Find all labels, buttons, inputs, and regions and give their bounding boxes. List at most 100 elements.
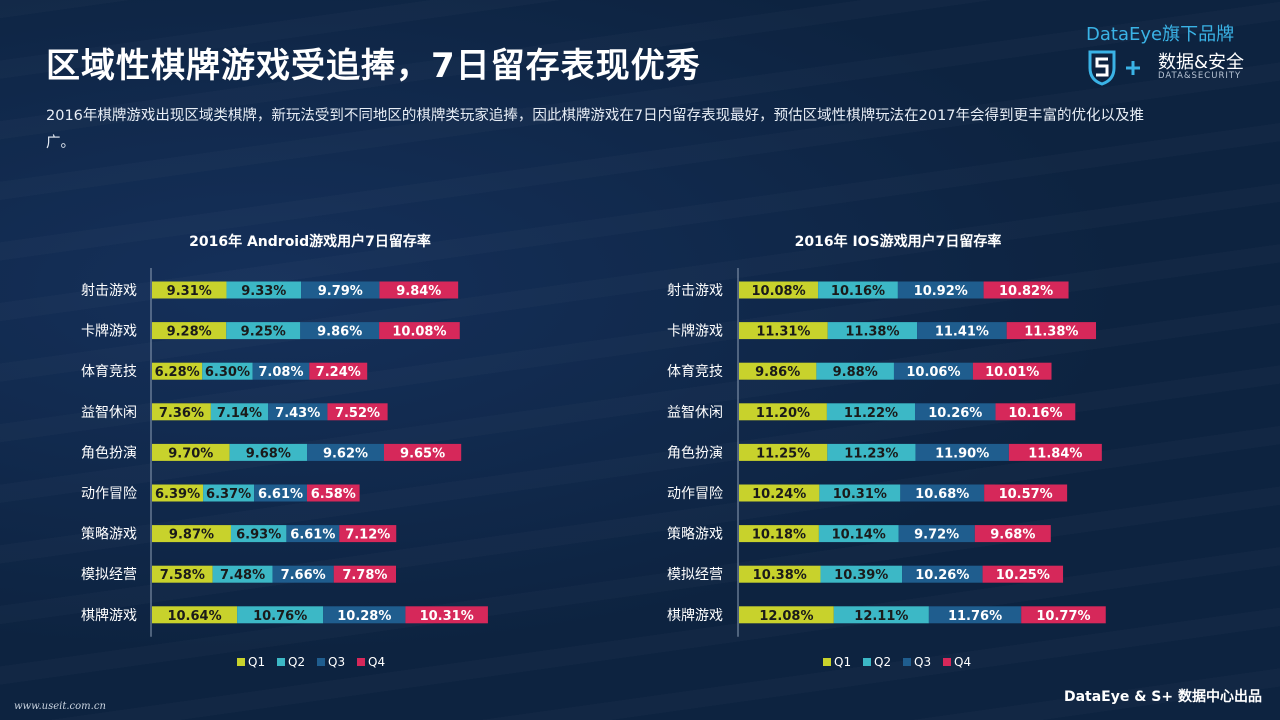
bar-value-label: 9.87% [169,528,214,543]
bar-value-label: 6.30% [205,365,250,380]
bar-value-label: 6.61% [290,528,335,543]
legend-label: Q3 [914,655,931,669]
brand-logo: DataEye旗下品牌 数据&安全 DATA&SECURITY [1080,18,1270,88]
legend-swatch-q1 [823,658,831,666]
bar-value-label: 10.01% [985,365,1039,380]
bar-value-label: 6.93% [236,528,281,543]
bar-value-label: 9.68% [246,446,291,461]
bar-segment-q3 [254,484,307,502]
bar-value-label: 10.25% [996,568,1050,583]
bar-segment-q1 [152,606,238,624]
bar-value-label: 9.70% [168,446,213,461]
bar-value-label: 10.06% [906,365,960,380]
page-description: 2016年棋牌游戏出现区域类棋牌，新玩法受到不同地区的棋牌类玩家追捧，因此棋牌游… [46,108,1145,151]
bar-segment-q3 [323,606,406,624]
bar-segment-q4 [1008,443,1102,461]
bar-segment-q1 [152,362,203,380]
bar-value-label: 11.76% [948,609,1002,624]
bar-value-label: 6.39% [155,487,200,502]
bar-segment-q4 [983,281,1069,299]
bar-value-label: 10.16% [831,284,885,299]
bar-segment-q4 [972,362,1052,380]
bar-segment-q2 [229,443,308,461]
bar-segment-q2 [827,322,918,340]
bar-value-label: 10.68% [915,487,969,502]
bar-value-label: 11.22% [844,406,898,421]
bar-value-label: 7.48% [220,568,265,583]
category-label: 射击游戏 [81,283,137,299]
bar-segment-q3 [917,322,1007,340]
chart-title: 2016年 Android游戏用户7日留存率 [189,233,431,250]
bar-value-label: 10.31% [420,609,474,624]
bar-segment-q2 [202,362,253,380]
bar-value-label: 7.24% [316,365,361,380]
bar-segment-q2 [237,606,324,624]
legend-label: Q3 [328,655,345,669]
category-label: 体育竞技 [667,363,723,380]
bar-segment-q3 [272,565,334,583]
bar-segment-q1 [739,484,820,502]
bar-value-label: 11.23% [844,446,898,461]
bar-segment-q1 [739,322,828,340]
bar-segment-q3 [915,443,1009,461]
bar-segment-q1 [739,403,827,421]
bar-segment-q4 [1006,322,1097,340]
bar-segment-q4 [339,525,397,543]
bar-value-label: 7.66% [281,568,326,583]
bar-segment-q2 [818,281,898,299]
category-label: 动作冒险 [81,486,137,502]
bar-segment-q3 [902,565,983,583]
bar-value-label: 7.58% [160,568,205,583]
bar-segment-q4 [995,403,1076,421]
bar-value-label: 10.28% [337,609,391,624]
category-label: 角色扮演 [81,444,137,461]
bar-value-label: 10.39% [834,568,888,583]
bar-value-label: 7.12% [345,528,390,543]
bar-value-label: 10.64% [167,609,221,624]
category-label: 模拟经营 [667,567,723,583]
bar-value-label: 9.33% [241,284,286,299]
bar-segment-q2 [827,443,916,461]
bar-segment-q2 [833,606,929,624]
bar-value-label: 11.20% [756,406,810,421]
bar-value-label: 11.38% [1024,325,1078,340]
bar-value-label: 9.86% [317,325,362,340]
bar-segment-q4 [379,281,459,299]
legend-swatch-q1 [237,658,245,666]
bar-value-label: 10.38% [753,568,807,583]
bar-segment-q2 [826,403,915,421]
legend-label: Q1 [834,655,851,669]
bar-value-label: 10.82% [999,284,1053,299]
bar-segment-q4 [974,525,1051,543]
bar-segment-q1 [739,565,821,583]
bar-segment-q1 [152,484,204,502]
bar-value-label: 9.62% [323,446,368,461]
bar-value-label: 11.84% [1028,446,1082,461]
bar-value-label: 10.14% [832,528,886,543]
bar-segment-q1 [739,362,817,380]
bar-segment-q2 [212,565,273,583]
legend-label: Q4 [954,655,971,669]
category-label: 体育竞技 [81,363,137,380]
bar-segment-q4 [309,362,368,380]
bar-segment-q1 [739,443,828,461]
bar-segment-q2 [816,362,894,380]
watermark: www.useit.com.cn [14,701,106,712]
bar-value-label: 10.08% [392,325,446,340]
bar-value-label: 11.38% [845,325,899,340]
category-label: 棋牌游戏 [667,607,723,624]
bar-value-label: 7.08% [258,365,303,380]
bar-segment-q3 [928,606,1022,624]
bar-segment-q4 [306,484,360,502]
bar-value-label: 10.57% [999,487,1053,502]
bar-value-label: 6.37% [206,487,251,502]
bar-value-label: 6.58% [311,487,356,502]
legend-swatch-q3 [903,658,911,666]
bar-value-label: 7.14% [217,406,262,421]
bar-segment-q4 [379,322,460,340]
bar-segment-q4 [405,606,488,624]
bar-segment-q2 [226,281,302,299]
legend-label: Q1 [248,655,265,669]
